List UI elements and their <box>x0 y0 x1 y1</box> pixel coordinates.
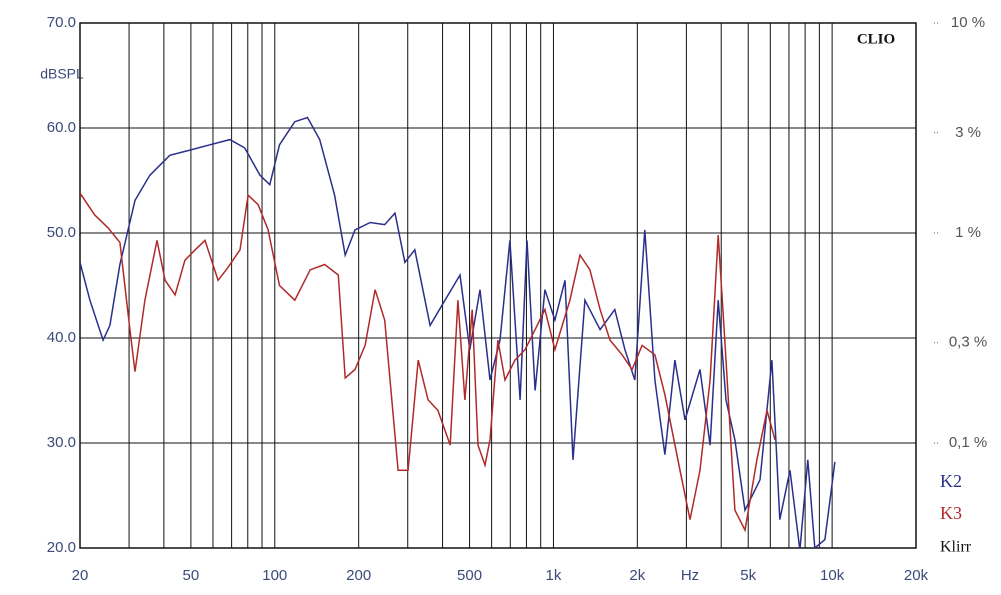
legend-entry: K3 <box>940 503 962 523</box>
x-tick-label: 50 <box>183 567 200 584</box>
x-tick-label: 2k <box>629 567 645 584</box>
y-tick-label: 70.0 <box>47 14 76 31</box>
x-tick-label: 1k <box>546 567 562 584</box>
y-tick-label: 60.0 <box>47 119 76 136</box>
y-tick-label: 20.0 <box>47 539 76 556</box>
y2-tick-label: 0,1 % <box>949 434 987 451</box>
plot-area <box>80 116 836 548</box>
y2-tick-label: 0,3 % <box>949 334 987 351</box>
plot-frame <box>79 22 917 549</box>
x-tick-label: 5k <box>740 567 756 584</box>
x-tick-label: 500 <box>457 567 482 584</box>
y2-tick-label: 3 % <box>955 124 981 141</box>
x-tick-label: 100 <box>262 567 287 584</box>
brand-label: CLIO <box>857 31 895 47</box>
brand-box <box>838 25 914 53</box>
legend-entry: K2 <box>940 471 962 491</box>
y-tick-label: 30.0 <box>47 434 76 451</box>
series-line <box>80 192 776 533</box>
x-tick-label: 20k <box>904 567 929 584</box>
y-tick-label: 50.0 <box>47 224 76 241</box>
y2-tick-label: 10 % <box>951 14 985 31</box>
x-tick-label: 10k <box>820 567 845 584</box>
y2-tick-label: 1 % <box>955 224 981 241</box>
legend-title: Klirr <box>940 539 972 556</box>
x-axis-label: Hz <box>681 567 699 584</box>
x-tick-label: 20 <box>72 567 89 584</box>
y-axis-label: dBSPL <box>40 66 84 82</box>
y-tick-label: 40.0 <box>47 329 76 346</box>
series-line <box>80 116 836 548</box>
x-tick-label: 200 <box>346 567 371 584</box>
